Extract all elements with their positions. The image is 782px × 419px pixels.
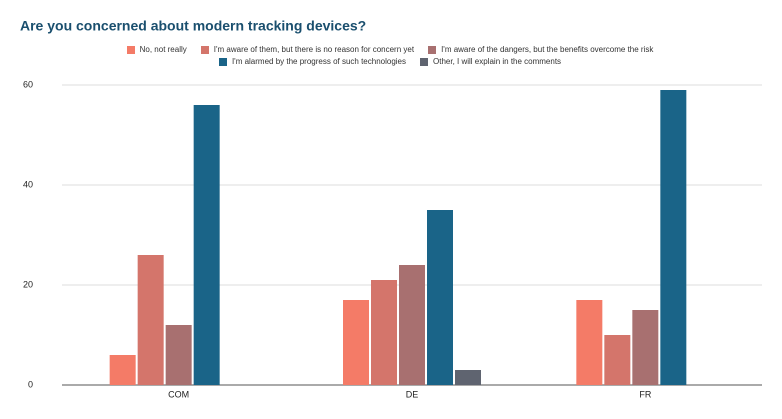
bar <box>109 355 136 385</box>
y-tick-label: 20 <box>23 279 33 289</box>
y-tick-label: 60 <box>23 79 33 89</box>
bar <box>455 370 481 385</box>
legend-swatch <box>218 57 227 66</box>
legend-swatch <box>200 45 209 54</box>
legend-item: I'm aware of the dangers, but the benefi… <box>428 45 653 54</box>
legend-item: Other, I will explain in the comments <box>420 57 561 66</box>
legend-label: No, not really <box>139 45 187 54</box>
bar <box>632 310 659 385</box>
chart-title: Are you concerned about modern tracking … <box>20 18 366 34</box>
legend-swatch <box>420 57 428 66</box>
bar <box>660 90 687 385</box>
legend-swatch <box>428 45 437 54</box>
x-tick-label: COM <box>168 389 189 399</box>
legend-item: No, not really <box>126 45 187 54</box>
x-tick-label: FR <box>639 389 651 399</box>
legend-item: I'm alarmed by the progress of such tech… <box>218 57 406 66</box>
bar <box>576 300 603 385</box>
x-tick-label: DE <box>406 389 419 399</box>
y-tick-label: 40 <box>23 179 33 189</box>
bar <box>193 105 220 385</box>
legend-label: I'm alarmed by the progress of such tech… <box>231 57 406 66</box>
legend-label: I'm aware of the dangers, but the benefi… <box>441 45 654 54</box>
legend: No, not really I'm aware of them, but the… <box>40 45 740 66</box>
bar <box>343 300 369 385</box>
bar <box>165 325 192 385</box>
legend-item: I'm aware of them, but there is no reaso… <box>200 45 415 54</box>
bar <box>399 265 425 385</box>
bar <box>371 280 397 385</box>
bar <box>604 335 631 385</box>
legend-swatch <box>126 45 135 54</box>
bar <box>137 255 164 385</box>
legend-label: I'm aware of them, but there is no reaso… <box>213 45 415 54</box>
legend-label: Other, I will explain in the comments <box>433 57 562 66</box>
bar <box>427 210 453 385</box>
y-tick-label: 0 <box>28 379 33 389</box>
